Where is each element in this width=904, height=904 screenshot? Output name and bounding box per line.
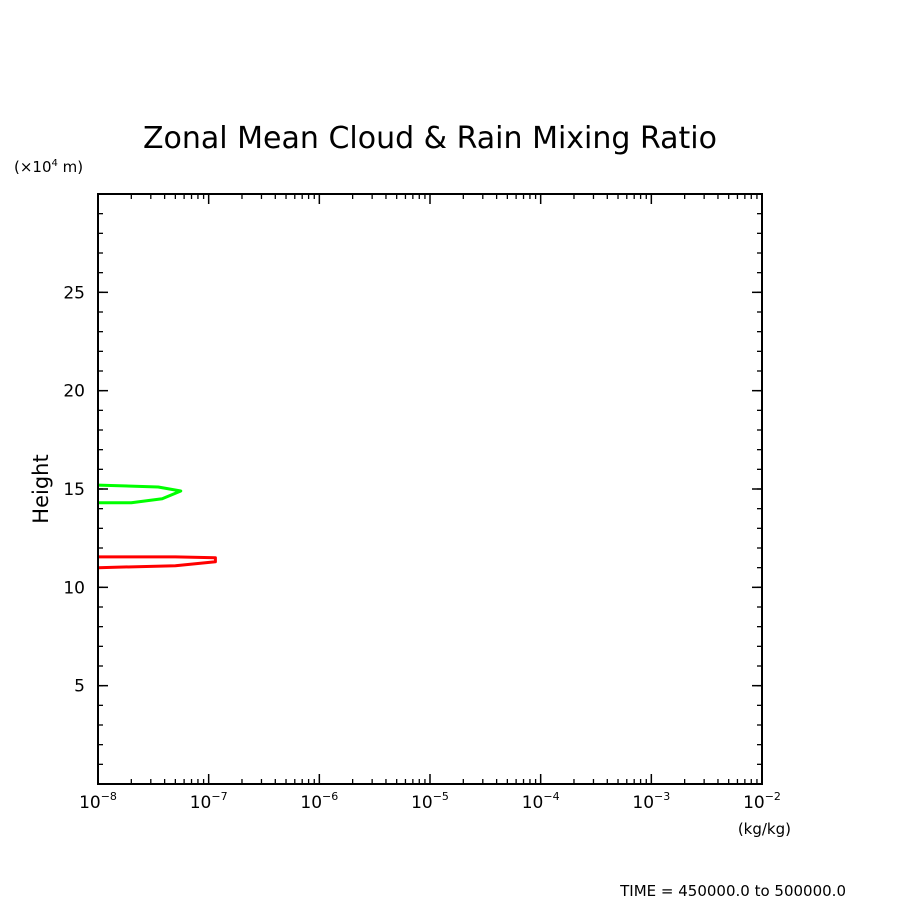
x-tick-exponent: −2 — [765, 790, 781, 803]
y-unit-prefix: (×10 — [14, 158, 52, 176]
y-unit-label: (×104 m) — [14, 158, 83, 176]
x-tick-base: 10 — [190, 793, 212, 813]
y-axis-label: Height — [29, 454, 53, 523]
x-axis-label: (kg/kg) — [738, 820, 791, 838]
x-tick-label: 10−6 — [300, 790, 338, 813]
x-tick-label: 10−5 — [411, 790, 449, 813]
x-tick-base: 10 — [300, 793, 322, 813]
chart-title: Zonal Mean Cloud & Rain Mixing Ratio — [143, 121, 717, 156]
series-line-2 — [97, 555, 217, 570]
x-tick-exponent: −7 — [211, 790, 227, 803]
x-tick-label: 10−7 — [190, 790, 228, 813]
plot-frame — [97, 193, 763, 785]
y-tick-label: 25 — [63, 283, 85, 303]
x-tick-label: 10−4 — [522, 790, 560, 813]
x-tick-base: 10 — [411, 793, 433, 813]
x-tick-exponent: −6 — [322, 790, 338, 803]
x-tick-label: 10−2 — [743, 790, 781, 813]
series-layer — [97, 483, 217, 570]
x-tick-exponent: −3 — [654, 790, 670, 803]
x-tick-exponent: −5 — [433, 790, 449, 803]
x-tick-exponent: −8 — [101, 790, 117, 803]
x-tick-base: 10 — [79, 793, 101, 813]
x-tick-base: 10 — [743, 793, 765, 813]
x-tick-label: 10−3 — [632, 790, 670, 813]
axis-ticks — [97, 194, 763, 784]
y-unit-suffix: m) — [58, 158, 83, 176]
y-tick-label: 20 — [63, 382, 85, 402]
time-footer: TIME = 450000.0 to 500000.0 — [619, 882, 846, 900]
y-tick-label: 5 — [74, 677, 85, 697]
y-tick-label: 15 — [63, 480, 85, 500]
y-tick-label: 10 — [63, 578, 85, 598]
x-tick-exponent: −4 — [543, 790, 559, 803]
x-tick-base: 10 — [632, 793, 654, 813]
y-unit-exponent: 4 — [52, 158, 58, 169]
series-line-1 — [97, 483, 183, 505]
x-tick-label: 10−8 — [79, 790, 117, 813]
x-tick-base: 10 — [522, 793, 544, 813]
